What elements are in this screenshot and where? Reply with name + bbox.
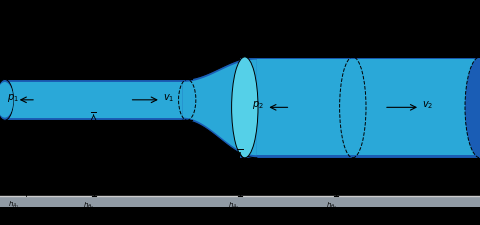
Ellipse shape (465, 57, 480, 158)
Text: $v_1 \Delta t$: $v_1 \Delta t$ (65, 43, 84, 55)
Text: $v_2 \Delta t$: $v_2 \Delta t$ (288, 32, 307, 45)
Ellipse shape (232, 57, 258, 158)
Polygon shape (5, 82, 192, 118)
Text: $\rho_1$: $\rho_1$ (7, 212, 20, 224)
Text: $h_{\theta_2}$: $h_{\theta_2}$ (325, 201, 337, 212)
Polygon shape (182, 57, 257, 158)
Text: $h_{\theta_1}$: $h_{\theta_1}$ (83, 201, 95, 212)
Text: $p_1$: $p_1$ (7, 92, 19, 104)
Ellipse shape (0, 82, 13, 118)
Text: $s_1$: $s_1$ (198, 45, 207, 55)
Polygon shape (182, 59, 257, 155)
Text: $s_2$: $s_2$ (382, 34, 391, 45)
Text: $p_2$: $p_2$ (252, 99, 264, 111)
Polygon shape (240, 59, 480, 155)
Text: $h_{A_1}$: $h_{A_1}$ (8, 200, 20, 211)
Text: $v_1$: $v_1$ (163, 92, 175, 104)
Polygon shape (5, 79, 192, 120)
Polygon shape (240, 57, 480, 158)
Text: $v_2$: $v_2$ (422, 99, 434, 111)
Polygon shape (0, 196, 480, 207)
Ellipse shape (0, 79, 13, 120)
Text: $h_{A_2}$: $h_{A_2}$ (228, 201, 240, 212)
